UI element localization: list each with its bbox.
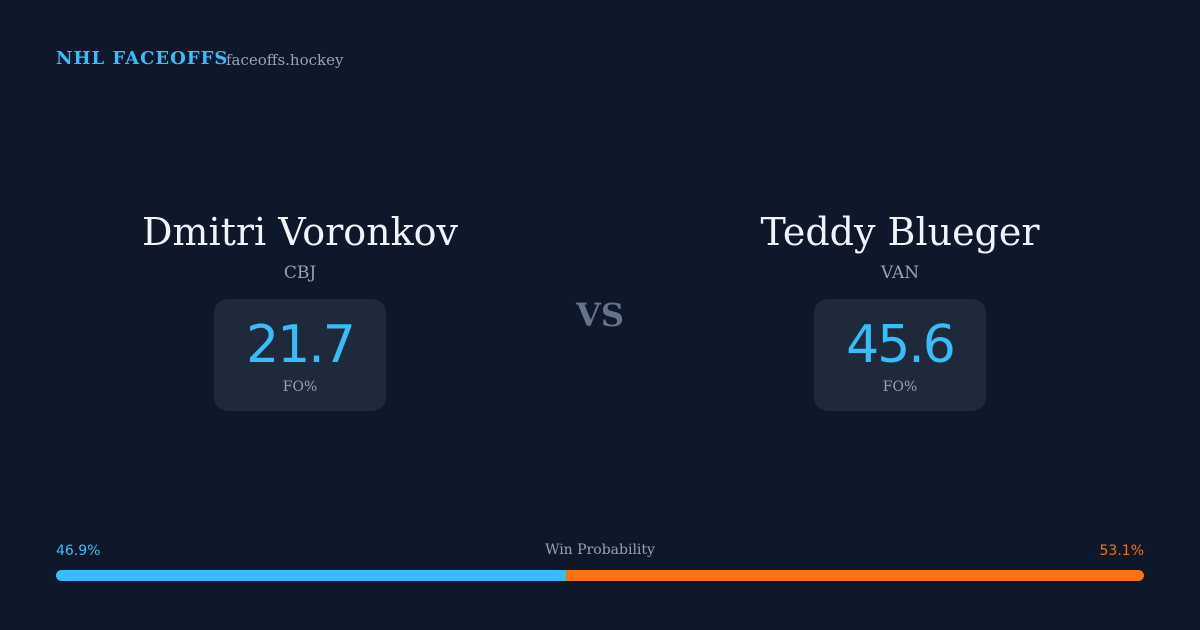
- brand: NHL FACEOFFS: [56, 48, 229, 69]
- stat-value: 45.6: [846, 315, 956, 375]
- player-card: Teddy Blueger VAN 45.6 FO%: [600, 205, 1200, 411]
- team: CBJ: [283, 263, 317, 283]
- stat-label: FO%: [882, 379, 918, 395]
- left-probability: 46.9%: [56, 543, 101, 559]
- probability-title: Win Probability: [545, 542, 655, 558]
- stat-box: 45.6 FO%: [814, 299, 986, 411]
- player-card: Dmitri Voronkov CBJ 21.7 FO%: [0, 205, 600, 411]
- right-probability: 53.1%: [1099, 543, 1144, 559]
- player-name: Teddy Blueger: [760, 210, 1040, 254]
- player-name: Dmitri Voronkov: [141, 210, 459, 254]
- site-name: faceoffs.hockey: [226, 51, 344, 69]
- team: VAN: [880, 263, 920, 283]
- stat-value: 21.7: [246, 315, 356, 375]
- probability-bar: [56, 570, 1144, 581]
- stat-label: FO%: [282, 379, 318, 395]
- right-segment: [566, 570, 1144, 581]
- versus: VS: [576, 296, 624, 334]
- left-segment: [56, 570, 567, 581]
- stat-box: 21.7 FO%: [214, 299, 386, 411]
